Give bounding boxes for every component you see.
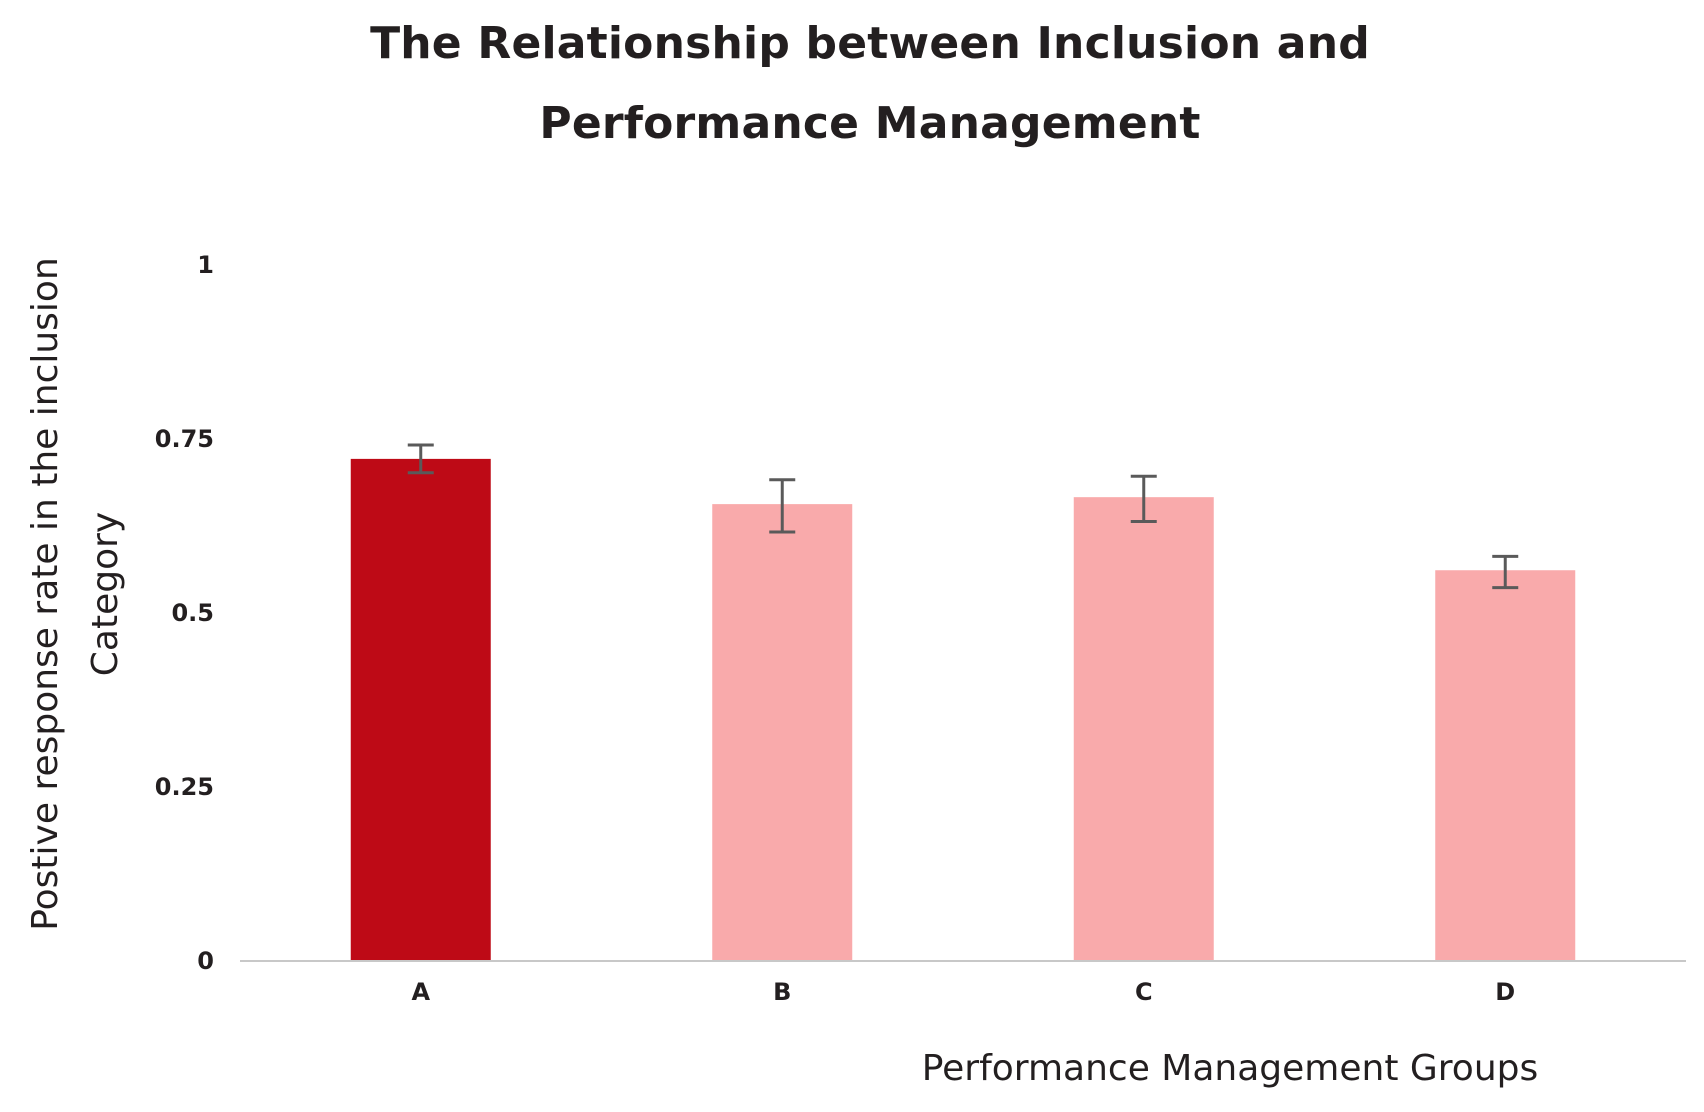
x-tick-label-B: B — [773, 978, 791, 1006]
chart-title-line-1: The Relationship between Inclusion and — [370, 18, 1370, 69]
bar-A — [350, 458, 491, 960]
y-tick-label: 0.5 — [171, 599, 214, 627]
y-tick-label: 1 — [197, 251, 214, 279]
bar-B — [712, 504, 853, 960]
bar-D — [1435, 570, 1576, 960]
x-tick-label-D: D — [1495, 978, 1515, 1006]
x-tick-label-C: C — [1135, 978, 1153, 1006]
y-tick-label: 0.25 — [155, 773, 214, 801]
bar-C — [1073, 497, 1214, 960]
error-bars-group — [407, 443, 1519, 590]
x-tick-labels-group: A B C D — [411, 978, 1515, 1006]
y-tick-label: 0 — [197, 947, 214, 975]
y-tick-labels-group: 0 0.25 0.5 0.75 1 — [155, 251, 214, 975]
bars-group — [350, 458, 1576, 960]
chart-title-line-2: Performance Management — [539, 98, 1201, 149]
x-axis-title: Performance Management Groups — [921, 1048, 1539, 1089]
x-tick-label-A: A — [411, 978, 430, 1006]
y-tick-label: 0.75 — [155, 425, 214, 453]
